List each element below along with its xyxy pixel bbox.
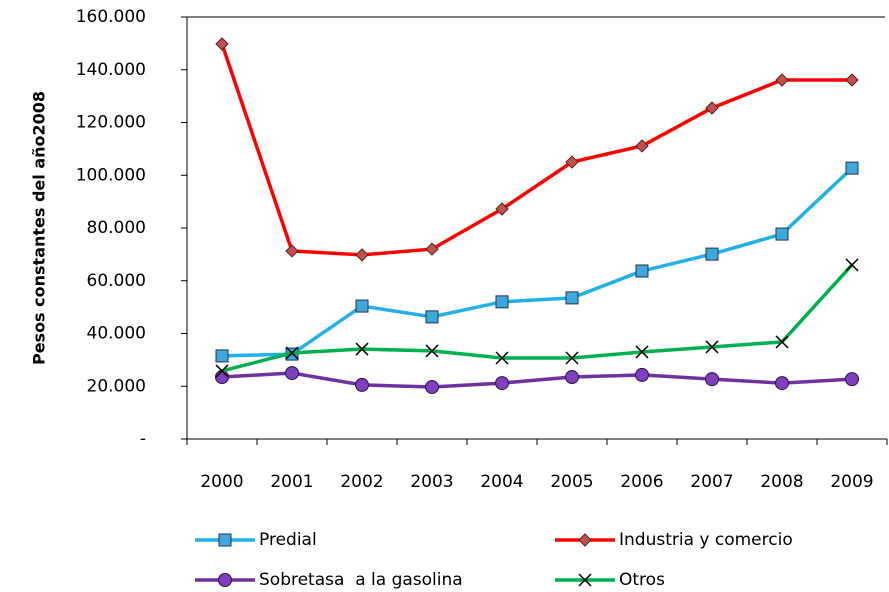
marker	[425, 344, 439, 358]
x-tick-label: 2008	[760, 472, 803, 492]
marker	[845, 161, 859, 175]
marker	[565, 351, 579, 365]
x-tick-label: 2003	[410, 472, 453, 492]
y-tick-label: 140.000	[76, 60, 146, 80]
legend-label: Industria y comercio	[619, 530, 793, 550]
marker	[565, 291, 579, 305]
legend-label: Sobretasa a la gasolina	[259, 570, 463, 590]
marker	[425, 242, 439, 256]
y-tick-label: 80.000	[87, 218, 146, 238]
marker	[355, 377, 369, 392]
marker	[355, 248, 369, 262]
x-tick-label: 2002	[340, 472, 383, 492]
marker	[355, 299, 369, 313]
x-tick-label: 2007	[690, 472, 733, 492]
y-tick-label: 160.000	[76, 7, 146, 27]
marker	[635, 367, 649, 382]
marker	[845, 258, 859, 272]
marker	[355, 342, 369, 356]
line	[220, 43, 852, 257]
marker	[565, 155, 579, 169]
marker	[635, 264, 649, 278]
marker	[285, 346, 299, 360]
y-tick-label: 60.000	[87, 271, 146, 291]
marker	[425, 310, 439, 324]
line	[221, 166, 854, 358]
legend-marker	[218, 573, 232, 587]
marker	[495, 376, 509, 391]
line	[221, 371, 853, 389]
x-tick-label: 2006	[620, 472, 663, 492]
marker	[705, 247, 719, 261]
y-tick-label: 20.000	[87, 376, 146, 396]
marker	[705, 340, 719, 354]
marker	[495, 351, 509, 365]
legend-label: Predial	[259, 530, 317, 550]
marker	[705, 101, 719, 115]
legend-label: Otros	[619, 570, 665, 590]
y-tick-label: -	[140, 429, 146, 449]
x-tick-label: 2005	[550, 472, 593, 492]
marker	[285, 244, 299, 258]
marker	[215, 37, 229, 51]
marker	[705, 372, 719, 387]
marker	[215, 364, 229, 378]
line	[221, 263, 854, 373]
marker	[775, 335, 789, 349]
marker	[775, 227, 789, 241]
legend-marker	[578, 573, 592, 587]
marker	[495, 295, 509, 309]
x-tick-label: 2001	[270, 472, 313, 492]
y-tick-label: 120.000	[76, 113, 146, 133]
marker	[495, 202, 509, 216]
marker	[215, 370, 229, 385]
marker	[285, 366, 299, 381]
marker	[565, 370, 579, 385]
marker	[635, 345, 649, 359]
marker	[845, 73, 859, 87]
x-tick-label: 2004	[480, 472, 523, 492]
marker	[425, 380, 439, 395]
marker	[215, 349, 229, 363]
y-tick-label: 100.000	[76, 165, 146, 185]
x-tick-label: 2000	[200, 472, 243, 492]
y-axis-label: Pesos constantes del año2008	[30, 91, 49, 365]
marker	[775, 73, 789, 87]
marker	[845, 372, 859, 387]
y-tick-label: 40.000	[87, 324, 146, 344]
x-tick-label: 2009	[830, 472, 873, 492]
marker	[635, 139, 649, 153]
legend-marker	[578, 533, 592, 547]
marker	[775, 376, 789, 391]
legend-marker	[218, 533, 232, 547]
